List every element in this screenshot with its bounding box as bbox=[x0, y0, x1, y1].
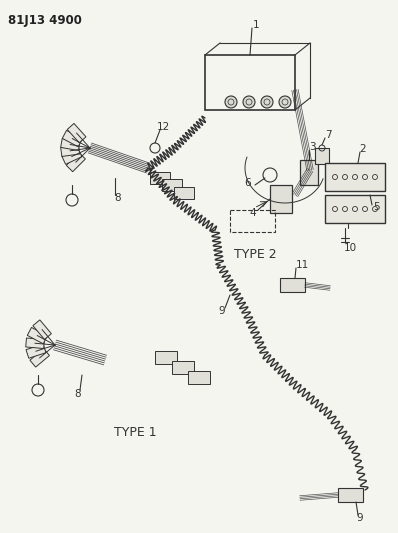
Text: TYPE 2: TYPE 2 bbox=[234, 248, 276, 262]
Text: 10: 10 bbox=[343, 243, 357, 253]
Circle shape bbox=[261, 96, 273, 108]
Bar bbox=[174, 187, 194, 199]
Bar bbox=[230, 210, 275, 232]
Text: TYPE 1: TYPE 1 bbox=[114, 425, 156, 439]
Bar bbox=[338, 488, 363, 502]
Text: 5: 5 bbox=[373, 202, 379, 212]
Text: 3: 3 bbox=[309, 142, 315, 152]
Text: 9: 9 bbox=[357, 513, 363, 523]
Bar bbox=[280, 278, 305, 292]
Text: 1: 1 bbox=[253, 20, 259, 30]
Polygon shape bbox=[62, 149, 82, 164]
Bar bbox=[205, 55, 295, 110]
Polygon shape bbox=[60, 145, 80, 157]
Bar bbox=[325, 195, 385, 223]
Polygon shape bbox=[33, 320, 51, 340]
Text: 2: 2 bbox=[360, 144, 366, 154]
Polygon shape bbox=[60, 139, 80, 150]
Circle shape bbox=[225, 96, 237, 108]
Circle shape bbox=[243, 96, 255, 108]
Bar bbox=[315, 148, 329, 164]
Bar bbox=[300, 160, 318, 185]
Bar bbox=[150, 172, 170, 184]
Text: 8: 8 bbox=[75, 389, 81, 399]
Polygon shape bbox=[26, 338, 45, 349]
Bar bbox=[162, 179, 182, 191]
Polygon shape bbox=[67, 124, 86, 143]
Text: 12: 12 bbox=[156, 122, 170, 132]
Bar bbox=[188, 371, 210, 384]
Text: 6: 6 bbox=[245, 178, 251, 188]
Text: 11: 11 bbox=[295, 260, 308, 270]
Polygon shape bbox=[26, 344, 46, 358]
Bar bbox=[155, 351, 177, 364]
Text: 7: 7 bbox=[325, 130, 331, 140]
Text: 4: 4 bbox=[250, 208, 256, 218]
Polygon shape bbox=[62, 131, 82, 147]
Bar bbox=[172, 361, 194, 374]
Circle shape bbox=[279, 96, 291, 108]
Polygon shape bbox=[27, 327, 47, 344]
Text: 8: 8 bbox=[115, 193, 121, 203]
Polygon shape bbox=[30, 349, 49, 367]
Bar bbox=[325, 163, 385, 191]
Polygon shape bbox=[66, 152, 86, 172]
Text: 81J13 4900: 81J13 4900 bbox=[8, 14, 82, 27]
Bar bbox=[270, 185, 292, 213]
Text: 9: 9 bbox=[219, 306, 225, 316]
